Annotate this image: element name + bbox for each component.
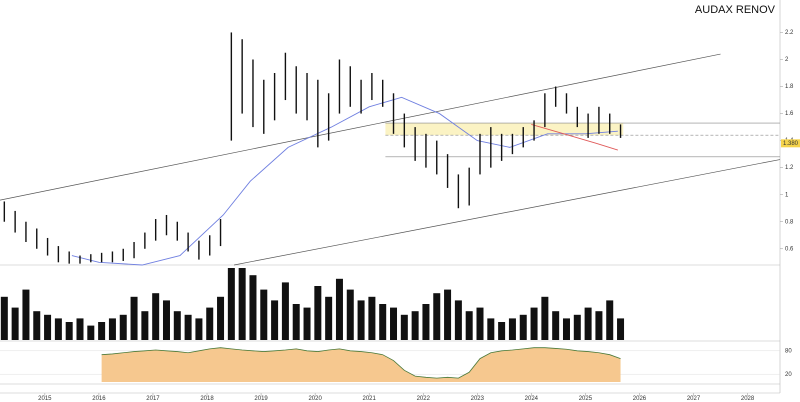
moving-average: [71, 96, 618, 266]
volume-bar: [433, 293, 441, 340]
last-price-box: [781, 139, 800, 148]
y-tick-label: 0.6: [785, 246, 794, 252]
x-tick-label: 2020: [308, 396, 322, 402]
trendline: [0, 53, 721, 201]
x-tick-label: 2023: [471, 396, 485, 402]
x-tick-label: 2025: [579, 396, 593, 402]
trendline: [233, 159, 781, 266]
oscillator-tick-label: 80: [785, 348, 792, 354]
y-tick-label: 1.6: [785, 111, 794, 117]
volume-bar: [54, 318, 62, 340]
volume-bar: [130, 296, 138, 340]
volume-bar: [44, 314, 52, 340]
volume-bar: [595, 311, 603, 340]
y-tick-label: 1.8: [785, 84, 794, 90]
x-tick-label: 2017: [146, 396, 160, 402]
volume-bar: [617, 318, 625, 340]
x-tick-label: 2016: [92, 396, 106, 402]
volume-bar: [65, 322, 73, 340]
volume-bar: [33, 311, 41, 340]
volume-bar: [87, 325, 95, 340]
x-tick-label: 2019: [254, 396, 268, 402]
volume-bar: [292, 304, 300, 340]
volume-bar: [11, 307, 19, 340]
volume-bar: [346, 289, 354, 340]
volume-bar: [76, 318, 84, 340]
x-tick-label: 2015: [38, 396, 52, 402]
volume-bar: [303, 307, 311, 340]
volume-bar: [476, 307, 484, 340]
y-tick-label: 0.8: [785, 219, 794, 225]
volume-bar: [552, 311, 560, 340]
volume-bar: [465, 311, 473, 340]
volume-bar: [195, 318, 203, 340]
volume-bar: [206, 307, 214, 340]
volume-bar: [400, 314, 408, 340]
volume-bar: [422, 304, 430, 340]
x-tick-label: 2021: [363, 396, 377, 402]
volume-bar: [606, 300, 614, 340]
volume-bar: [314, 286, 322, 340]
volume-bar: [238, 268, 246, 340]
volume-bar: [119, 314, 127, 340]
volume-bar: [22, 289, 30, 340]
volume-bar: [454, 300, 462, 340]
oscillator-area: [101, 347, 621, 382]
volume-bar: [584, 307, 592, 340]
volume-bar: [335, 278, 343, 340]
volume-bar: [217, 296, 225, 340]
x-tick-label: 2018: [200, 396, 214, 402]
volume-bar: [379, 304, 387, 340]
volume-bar: [530, 307, 538, 340]
x-tick-label: 2027: [687, 396, 701, 402]
volume-bar: [260, 289, 268, 340]
x-tick-label: 2026: [633, 396, 647, 402]
volume-bar: [162, 300, 170, 340]
volume-bar: [498, 322, 506, 340]
chart-title: AUDAX RENOV: [695, 4, 776, 16]
volume-bar: [249, 275, 257, 340]
oscillator-tick-label: 20: [785, 372, 792, 378]
oscillator-line: [101, 347, 621, 379]
y-tick-label: 2: [785, 57, 789, 63]
x-tick-label: 2024: [525, 396, 539, 402]
volume-bar: [173, 311, 181, 340]
volume-bar: [108, 318, 116, 340]
y-tick-label: 1: [785, 192, 789, 198]
pane-borders: [0, 0, 781, 394]
y-tick-label: 1.2: [785, 165, 794, 171]
volume-bar: [562, 318, 570, 340]
last-price-label: 1.380: [783, 141, 799, 147]
volume-bar: [368, 296, 376, 340]
volume-bar: [0, 296, 8, 340]
volume-bar: [227, 268, 235, 340]
x-tick-label: 2022: [417, 396, 431, 402]
volume-bar: [141, 311, 149, 340]
volume-bar: [357, 300, 365, 340]
volume-bar: [325, 296, 333, 340]
y-tick-label: 2.2: [785, 30, 794, 36]
volume-bar: [271, 300, 279, 340]
moving-average: [531, 123, 618, 151]
volume-bar: [573, 314, 581, 340]
volume-bar: [541, 296, 549, 340]
volume-bar: [152, 293, 160, 340]
volume-bar: [444, 289, 452, 340]
price-zone: [385, 123, 624, 136]
volume-bar: [281, 282, 289, 340]
volume-bar: [98, 322, 106, 340]
volume-bar: [411, 311, 419, 340]
volume-bar: [519, 314, 527, 340]
x-tick-label: 2028: [741, 396, 755, 402]
volume-bar: [487, 318, 495, 340]
volume-bar: [184, 314, 192, 340]
volume-bar: [508, 318, 516, 340]
volume-bar: [390, 307, 398, 340]
